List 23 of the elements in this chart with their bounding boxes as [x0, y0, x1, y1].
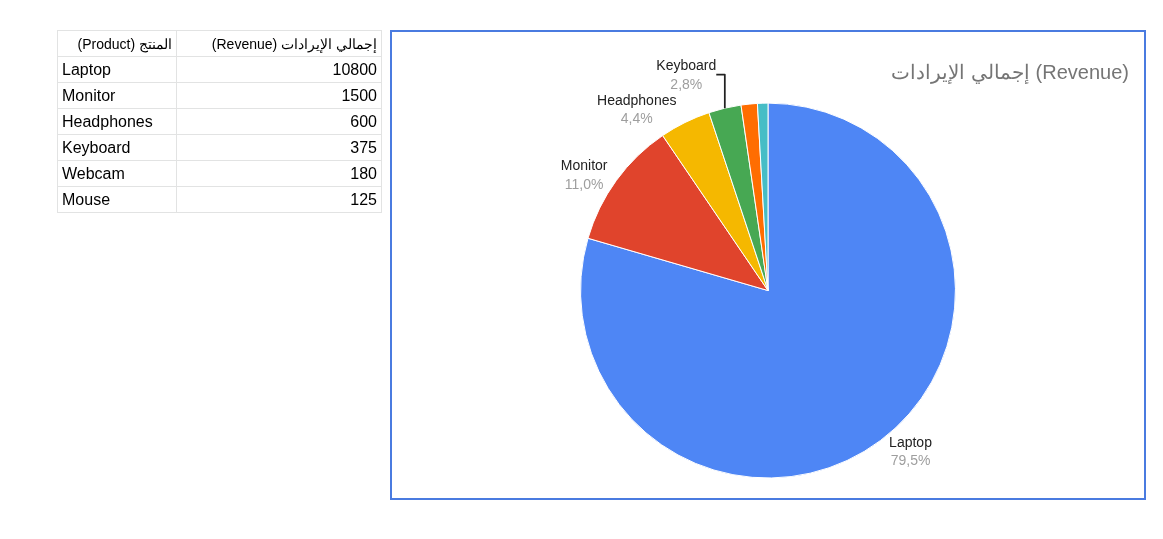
category-label: Laptop — [57, 56, 177, 83]
data-label: 79,5% — [890, 452, 931, 469]
data-label: 11,0% — [564, 175, 604, 192]
slice-label: Laptop — [889, 434, 933, 451]
data-label: 375 — [176, 134, 382, 161]
data-label: 180 — [176, 160, 382, 187]
data-label: 10800 — [176, 56, 382, 83]
data-label: 2,8% — [670, 75, 703, 92]
data-label: 125 — [176, 186, 382, 213]
slice-label: Keyboard — [656, 57, 717, 74]
text: المنتج (Product) — [57, 30, 177, 57]
category-label: Headphones — [57, 108, 177, 135]
category-label: Mouse — [57, 186, 177, 213]
slice-label: Headphones — [597, 91, 677, 108]
slice-label: Monitor — [560, 157, 608, 174]
data-label: 4,4% — [620, 109, 653, 126]
text: إجمالي الإيرادات (Revenue) — [176, 30, 382, 57]
category-label: Webcam — [57, 160, 177, 187]
category-label: Monitor — [57, 82, 177, 109]
category-label: Keyboard — [57, 134, 177, 161]
data-label: 600 — [176, 108, 382, 135]
data-label: 1500 — [176, 82, 382, 109]
text: إجمالي الإيرادات (Revenue) — [891, 60, 1129, 85]
